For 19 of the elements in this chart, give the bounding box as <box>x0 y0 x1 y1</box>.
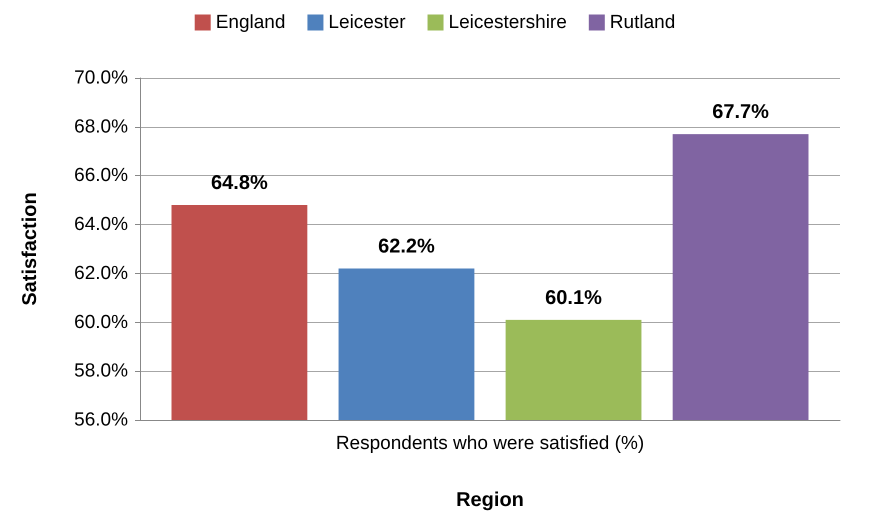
y-tick-label: 56.0% <box>74 410 128 430</box>
y-tick-label: 64.0% <box>74 214 128 236</box>
data-label: 64.8% <box>211 172 268 194</box>
x-tick-label: Respondents who were satisfied (%) <box>336 433 644 454</box>
y-tick-label: 70.0% <box>74 68 128 88</box>
y-tick-label: 68.0% <box>74 116 128 138</box>
y-tick-label: 58.0% <box>74 360 128 382</box>
legend-label: England <box>216 12 286 33</box>
data-label: 62.2% <box>378 236 436 258</box>
y-axis-title: Satisfaction <box>19 192 41 306</box>
x-axis-title: Region <box>456 489 524 511</box>
data-label: 67.7% <box>712 101 770 124</box>
legend-label: Leicester <box>328 12 406 33</box>
y-tick-label: 60.0% <box>74 312 128 333</box>
legend-label: Leicestershire <box>448 12 567 33</box>
y-tick-label: 62.0% <box>74 262 128 284</box>
data-label: 60.1% <box>545 286 602 309</box>
legend-label: Rutland <box>610 12 676 33</box>
y-tick-label: 66.0% <box>74 165 128 186</box>
